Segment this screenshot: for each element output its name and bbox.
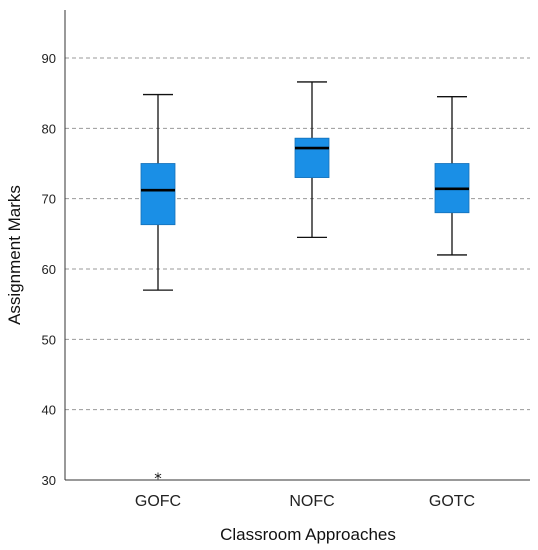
y-tick-label: 30 <box>42 473 56 488</box>
x-category-labels: GOFC NOFC GOTC <box>135 493 475 510</box>
interquartile-box <box>294 137 330 178</box>
boxes: * <box>140 81 470 487</box>
y-tick-label: 80 <box>42 121 56 136</box>
x-category-label-gotc: GOTC <box>429 493 475 510</box>
y-tick-label: 60 <box>42 262 56 277</box>
y-tick-label: 90 <box>42 51 56 66</box>
y-axis-title: Assignment Marks <box>5 185 24 325</box>
y-tick-label: 40 <box>42 403 56 418</box>
box-gotc <box>434 96 470 256</box>
box-gofc: * <box>140 93 176 487</box>
axes <box>64 10 530 481</box>
outlier-marker: * <box>154 469 162 487</box>
x-category-label-gofc: GOFC <box>135 493 181 510</box>
grid-lines <box>65 57 530 411</box>
x-axis-title: Classroom Approaches <box>220 525 396 544</box>
y-tick-label: 50 <box>42 332 56 347</box>
y-tick-label: 70 <box>42 192 56 207</box>
x-category-label-nofc: NOFC <box>289 493 334 510</box>
interquartile-box <box>140 163 176 226</box>
box-nofc <box>294 81 330 239</box>
y-tick-labels: 30 40 50 60 70 80 90 <box>42 51 56 488</box>
